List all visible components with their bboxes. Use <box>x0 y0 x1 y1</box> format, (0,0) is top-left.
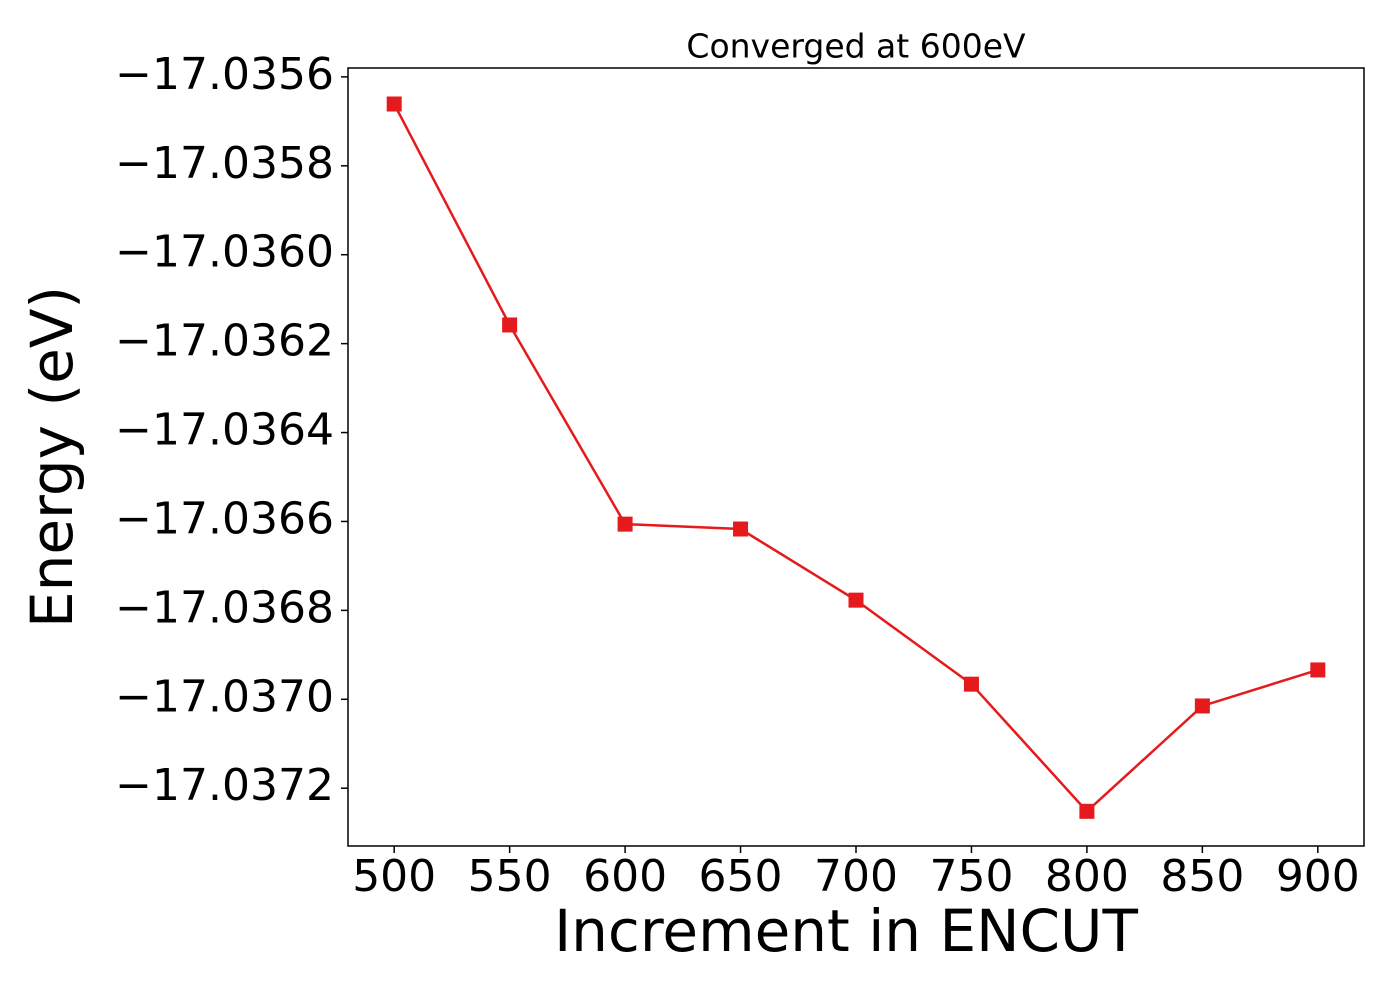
data-point <box>1079 803 1095 819</box>
x-tick-label: 900 <box>1276 851 1360 902</box>
y-tick-label: −17.0368 <box>115 582 334 633</box>
chart-title: Converged at 600eV <box>686 27 1026 66</box>
x-tick-label: 850 <box>1160 851 1244 902</box>
x-tick-label: 550 <box>468 851 552 902</box>
data-point <box>617 516 633 532</box>
data-point <box>1310 662 1326 678</box>
y-tick-label: −17.0356 <box>115 49 334 100</box>
y-tick-label: −17.0360 <box>115 227 334 278</box>
plot-frame <box>347 67 1365 847</box>
data-point <box>502 317 518 333</box>
y-tick-label: −17.0362 <box>115 316 334 367</box>
data-point <box>1194 698 1210 714</box>
data-point <box>733 521 749 537</box>
y-axis-label: Energy (eV) <box>18 286 86 628</box>
data-point <box>848 592 864 608</box>
x-tick-label: 600 <box>583 851 667 902</box>
y-tick-label: −17.0358 <box>115 138 334 189</box>
data-point <box>963 676 979 692</box>
x-axis-label: Increment in ENCUT <box>554 897 1138 965</box>
x-tick-label: 500 <box>352 851 436 902</box>
x-tick-label: 650 <box>699 851 783 902</box>
x-tick-label: 800 <box>1045 851 1129 902</box>
y-tick-label: −17.0372 <box>115 760 334 811</box>
data-point <box>386 96 402 112</box>
y-tick-label: −17.0364 <box>115 405 334 456</box>
x-tick-label: 700 <box>814 851 898 902</box>
y-tick-label: −17.0366 <box>115 493 334 544</box>
y-tick-label: −17.0370 <box>115 671 334 722</box>
series-line <box>393 103 1319 814</box>
x-tick-label: 750 <box>929 851 1013 902</box>
